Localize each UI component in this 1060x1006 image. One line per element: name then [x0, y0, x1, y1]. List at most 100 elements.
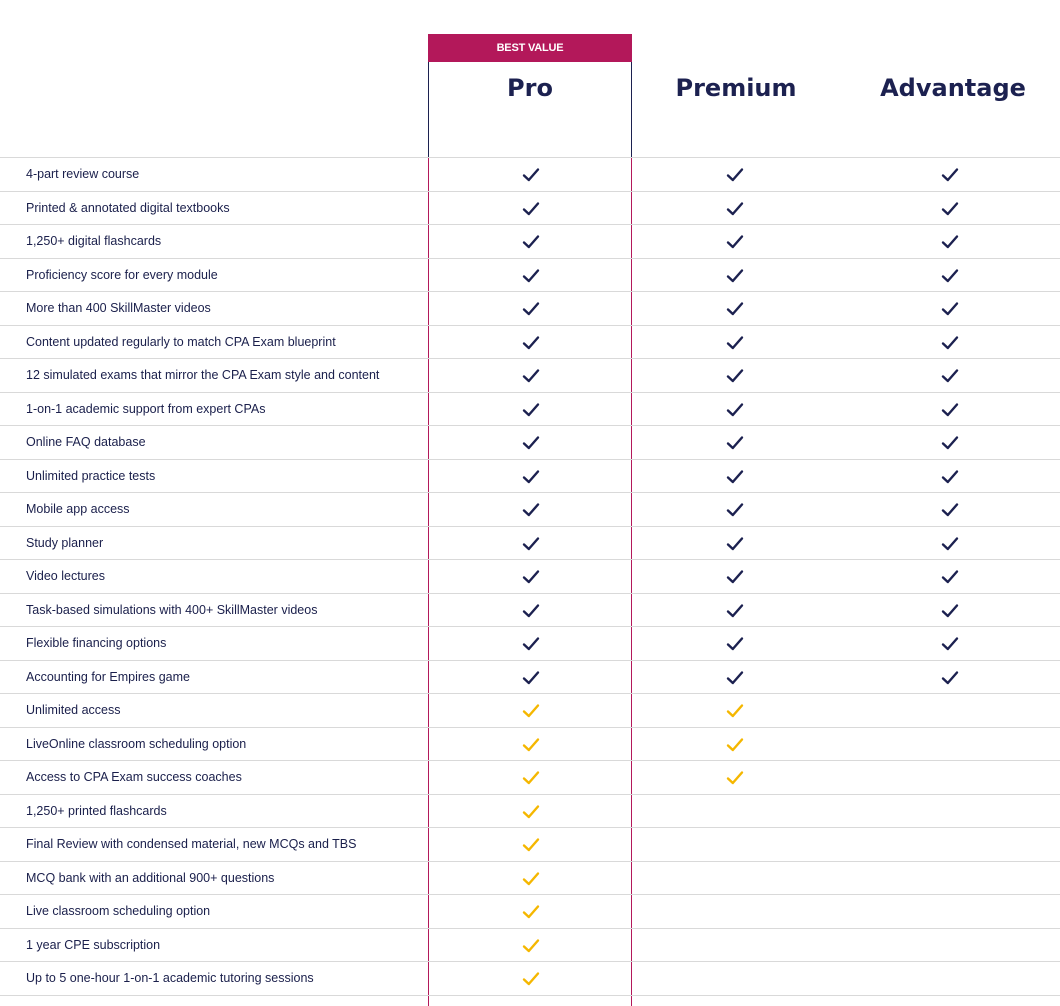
checkmark-icon — [725, 500, 745, 520]
checkmark-icon — [940, 668, 960, 688]
feature-row: Proficiency score for every module — [0, 257, 1060, 292]
checkmark-icon — [940, 534, 960, 554]
checkmark-icon — [521, 668, 541, 688]
checkmark-icon — [725, 467, 745, 487]
checkmark-icon — [521, 701, 541, 721]
feature-rows: 4-part review course Printed & annotated … — [0, 157, 1060, 996]
checkmark-icon — [725, 199, 745, 219]
feature-label: Study planner — [26, 535, 104, 550]
checkmark-icon — [725, 232, 745, 252]
feature-row: Mobile app access — [0, 492, 1060, 526]
plan-header-premium: Premium — [675, 74, 797, 102]
feature-label: Accounting for Empires game — [26, 669, 190, 684]
checkmark-icon — [521, 433, 541, 453]
checkmark-icon — [940, 333, 960, 353]
feature-row: 12 simulated exams that mirror the CPA E… — [0, 358, 1060, 392]
feature-row: 1,250+ digital flashcards — [0, 224, 1060, 258]
feature-label: Content updated regularly to match CPA E… — [26, 334, 336, 349]
checkmark-icon — [521, 232, 541, 252]
checkmark-icon — [940, 299, 960, 319]
feature-label: Unlimited practice tests — [26, 468, 156, 483]
checkmark-icon — [725, 333, 745, 353]
pro-column-highlight — [428, 34, 632, 1006]
checkmark-icon — [521, 333, 541, 353]
feature-label: 1-on-1 academic support from expert CPAs — [26, 401, 266, 416]
feature-row: Video lectures — [0, 559, 1060, 593]
checkmark-icon — [940, 567, 960, 587]
checkmark-icon — [725, 366, 745, 386]
feature-label: 1 year CPE subscription — [26, 937, 161, 952]
feature-row: Flexible financing options — [0, 626, 1060, 660]
checkmark-icon — [940, 634, 960, 654]
feature-label: MCQ bank with an additional 900+ questio… — [26, 870, 275, 885]
checkmark-icon — [521, 902, 541, 922]
feature-row: Printed & annotated digital textbooks — [0, 190, 1060, 225]
checkmark-icon — [521, 601, 541, 621]
feature-label: Live classroom scheduling option — [26, 904, 211, 918]
feature-label: More than 400 SkillMaster videos — [26, 301, 211, 315]
checkmark-icon — [725, 768, 745, 788]
checkmark-icon — [521, 735, 541, 755]
feature-row: Task-based simulations with 400+ SkillMa… — [0, 592, 1060, 627]
feature-row: Online FAQ database — [0, 425, 1060, 459]
feature-row: 1-on-1 academic support from expert CPAs — [0, 391, 1060, 426]
plan-header-advantage: Advantage — [880, 74, 1026, 102]
checkmark-icon — [521, 199, 541, 219]
checkmark-icon — [940, 500, 960, 520]
checkmark-icon — [940, 467, 960, 487]
checkmark-icon — [940, 165, 960, 185]
feature-row: MCQ bank with an additional 900+ questio… — [0, 860, 1060, 895]
checkmark-icon — [725, 266, 745, 286]
checkmark-icon — [725, 601, 745, 621]
feature-label: 12 simulated exams that mirror the CPA E… — [26, 368, 380, 382]
feature-label: Access to CPA Exam success coaches — [26, 770, 242, 784]
checkmark-icon — [725, 299, 745, 319]
feature-row: LiveOnline classroom scheduling option — [0, 726, 1060, 761]
checkmark-icon — [940, 366, 960, 386]
feature-label: Flexible financing options — [26, 636, 167, 650]
feature-row: Unlimited access — [0, 693, 1060, 727]
feature-label: Final Review with condensed material, ne… — [26, 837, 357, 851]
checkmark-icon — [521, 634, 541, 654]
feature-label: Printed & annotated digital textbooks — [26, 200, 230, 215]
feature-row: Up to 5 one-hour 1-on-1 academic tutorin… — [0, 961, 1060, 995]
checkmark-icon — [521, 835, 541, 855]
checkmark-icon — [521, 366, 541, 386]
best-value-badge: BEST VALUE — [428, 34, 632, 62]
feature-label: Online FAQ database — [26, 435, 146, 449]
feature-label: Video lectures — [26, 569, 105, 583]
checkmark-icon — [521, 299, 541, 319]
feature-row: Study planner — [0, 525, 1060, 560]
checkmark-icon — [521, 467, 541, 487]
feature-row: Accounting for Empires game — [0, 659, 1060, 694]
checkmark-icon — [940, 266, 960, 286]
checkmark-icon — [725, 567, 745, 587]
feature-label: Proficiency score for every module — [26, 267, 218, 282]
table-bottom-divider — [0, 994, 1060, 996]
feature-row: 1,250+ printed flashcards — [0, 793, 1060, 828]
feature-row: Content updated regularly to match CPA E… — [0, 324, 1060, 359]
checkmark-icon — [521, 768, 541, 788]
checkmark-icon — [725, 668, 745, 688]
checkmark-icon — [725, 534, 745, 554]
checkmark-icon — [521, 567, 541, 587]
checkmark-icon — [521, 936, 541, 956]
feature-row: Access to CPA Exam success coaches — [0, 760, 1060, 794]
checkmark-icon — [521, 969, 541, 989]
checkmark-icon — [521, 534, 541, 554]
feature-row: 4-part review course — [0, 157, 1060, 191]
feature-label: 1,250+ printed flashcards — [26, 803, 167, 818]
plan-header-pro: Pro — [507, 74, 553, 102]
feature-row: Final Review with condensed material, ne… — [0, 827, 1060, 861]
checkmark-icon — [521, 266, 541, 286]
feature-row: 1 year CPE subscription — [0, 927, 1060, 962]
checkmark-icon — [521, 165, 541, 185]
checkmark-icon — [521, 802, 541, 822]
feature-label: Up to 5 one-hour 1-on-1 academic tutorin… — [26, 971, 314, 985]
checkmark-icon — [725, 735, 745, 755]
checkmark-icon — [940, 232, 960, 252]
feature-label: Task-based simulations with 400+ SkillMa… — [26, 602, 318, 617]
checkmark-icon — [725, 433, 745, 453]
checkmark-icon — [940, 601, 960, 621]
